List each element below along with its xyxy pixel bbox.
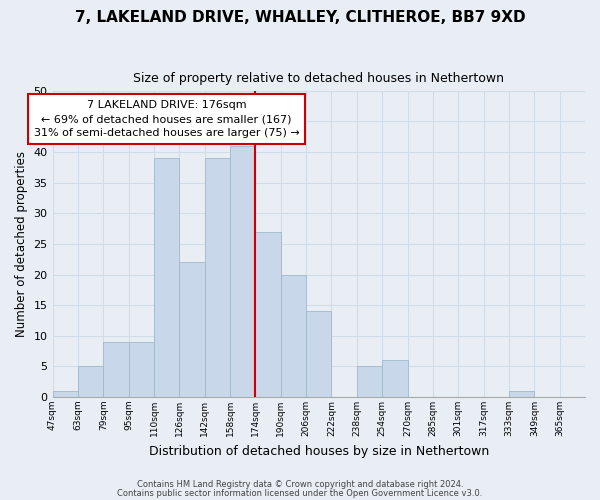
Title: Size of property relative to detached houses in Nethertown: Size of property relative to detached ho… (133, 72, 504, 86)
Bar (281, 274, 306, 397)
Bar (205, 158, 230, 397)
Text: Contains public sector information licensed under the Open Government Licence v3: Contains public sector information licen… (118, 489, 482, 498)
Bar (256, 232, 281, 397)
X-axis label: Distribution of detached houses by size in Nethertown: Distribution of detached houses by size … (149, 444, 489, 458)
Bar (306, 312, 331, 397)
Text: Contains HM Land Registry data © Crown copyright and database right 2024.: Contains HM Land Registry data © Crown c… (137, 480, 463, 489)
Y-axis label: Number of detached properties: Number of detached properties (15, 151, 28, 337)
Bar (53, 391, 78, 397)
Bar (103, 342, 128, 397)
Bar (179, 262, 205, 397)
Text: 7 LAKELAND DRIVE: 176sqm
← 69% of detached houses are smaller (167)
31% of semi-: 7 LAKELAND DRIVE: 176sqm ← 69% of detach… (34, 100, 299, 138)
Bar (78, 366, 103, 397)
Bar (230, 146, 256, 397)
Bar (128, 342, 154, 397)
Text: 7, LAKELAND DRIVE, WHALLEY, CLITHEROE, BB7 9XD: 7, LAKELAND DRIVE, WHALLEY, CLITHEROE, B… (74, 10, 526, 25)
Bar (509, 391, 534, 397)
Bar (382, 360, 407, 397)
Bar (357, 366, 382, 397)
Bar (154, 158, 179, 397)
